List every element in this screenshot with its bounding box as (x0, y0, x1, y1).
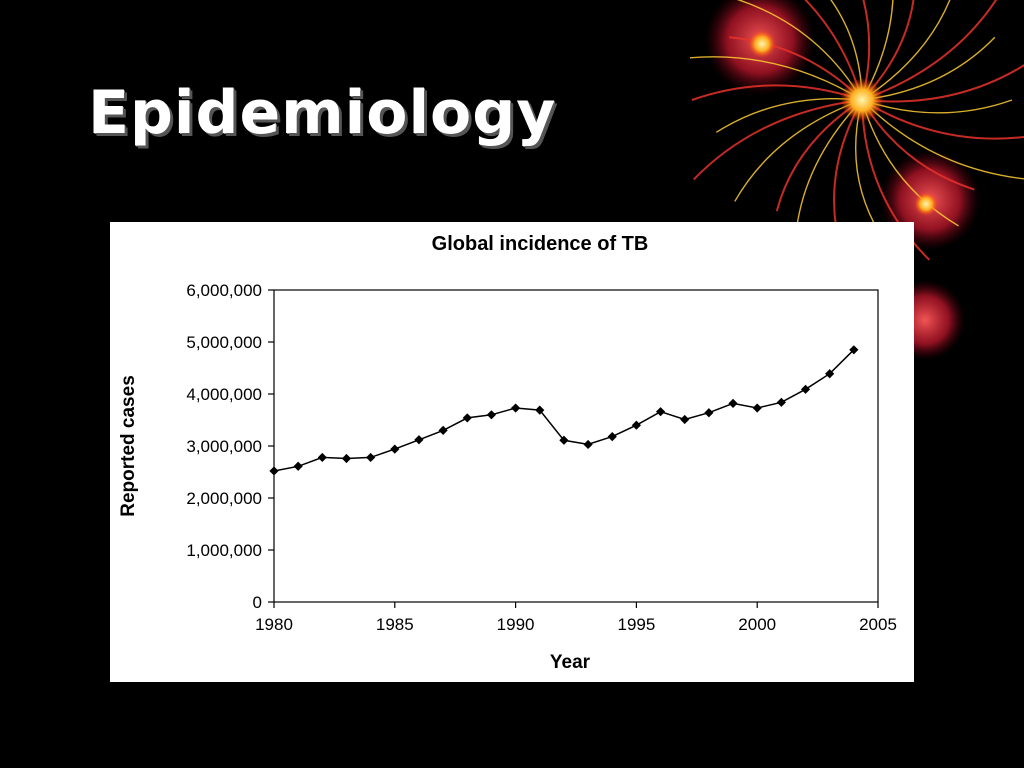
y-tick-label: 0 (253, 593, 262, 612)
x-tick-label: 1990 (497, 615, 535, 634)
firework-ray (861, 99, 931, 261)
data-point (607, 432, 617, 442)
series-markers (269, 345, 859, 476)
data-point (438, 425, 448, 435)
plot-area (273, 289, 879, 603)
data-point (390, 444, 400, 454)
x-tick-label: 1985 (376, 615, 414, 634)
y-tick-label: 5,000,000 (186, 333, 262, 352)
firework-ray (861, 0, 998, 101)
data-point (511, 403, 521, 413)
x-tick-label: 2000 (738, 615, 776, 634)
y-tick-label: 6,000,000 (186, 281, 262, 300)
tb-incidence-chart: Global incidence of TB 0 1,000,000 2,000,0… (118, 233, 897, 673)
firework-ray (861, 99, 1024, 180)
firework-ray (804, 0, 863, 101)
series-line (273, 349, 855, 472)
data-point (800, 384, 811, 394)
chart-panel: Global incidence of TB 0 1,000,000 2,000,0… (110, 222, 914, 682)
x-axis-label: Year (550, 652, 591, 673)
firework-ray (734, 99, 863, 202)
firework-ray (693, 99, 863, 181)
firework-ray (861, 36, 996, 101)
firework-ray (861, 0, 894, 101)
firework-core (840, 78, 884, 122)
data-point (414, 435, 424, 445)
data-point (631, 420, 641, 430)
data-point (317, 452, 327, 463)
data-point (462, 413, 472, 423)
x-axis: 1980 1985 1990 1995 2000 2005 (255, 602, 897, 634)
data-point (486, 410, 497, 420)
data-point (535, 405, 545, 415)
chart-title: Global incidence of TB (432, 233, 649, 255)
y-tick-label: 1,000,000 (186, 541, 262, 560)
data-point (269, 466, 279, 476)
x-tick-label: 2005 (859, 615, 897, 634)
y-axis-label: Reported cases (118, 375, 139, 517)
firework-core (914, 192, 938, 216)
y-axis: 0 1,000,000 2,000,000 3,000,000 4,000,000 5,0… (186, 281, 274, 612)
data-point (366, 452, 376, 463)
slide-title: Epidemiology (88, 78, 557, 148)
data-point (728, 398, 738, 408)
y-tick-label: 2,000,000 (186, 489, 262, 508)
data-point (752, 403, 762, 413)
data-point (583, 439, 593, 450)
x-tick-label: 1995 (617, 615, 655, 634)
firework-ray (690, 56, 863, 101)
data-point (655, 407, 666, 417)
y-tick-label: 4,000,000 (186, 385, 262, 404)
data-point (293, 461, 303, 471)
data-point (776, 397, 786, 407)
firework-core (748, 30, 776, 58)
data-point (341, 453, 352, 464)
data-point (704, 408, 714, 418)
x-tick-label: 1980 (255, 615, 293, 634)
data-point (680, 414, 690, 425)
data-point (559, 435, 569, 445)
data-point (849, 345, 859, 355)
y-tick-label: 3,000,000 (186, 437, 262, 456)
